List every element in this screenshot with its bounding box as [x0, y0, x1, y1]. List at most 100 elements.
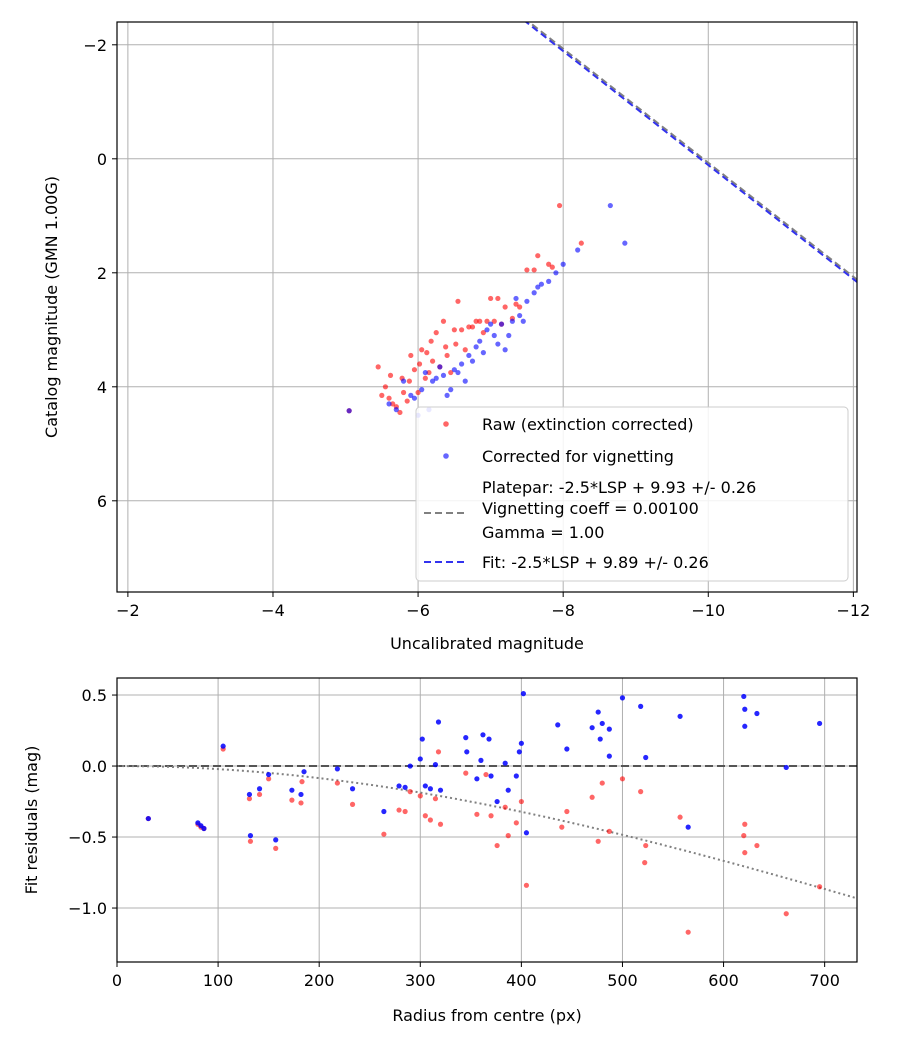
bottom-corrected-point	[783, 764, 789, 771]
bottom-corrected-point	[520, 691, 526, 697]
bottom-raw-point	[494, 842, 500, 849]
bottom-raw-point	[246, 796, 253, 802]
bottom-corrected-point	[480, 732, 486, 738]
top-raw-point	[440, 318, 447, 324]
top-raw-point	[535, 253, 541, 259]
bottom-corrected-point	[518, 740, 524, 746]
top-raw-point	[459, 327, 465, 333]
bottom-corrected-point	[478, 757, 484, 763]
bottom-x-axis-label: Radius from centre (px)	[392, 1006, 581, 1025]
bottom-corrected-point	[564, 746, 570, 752]
bottom-chart-residuals: 0 100 200 300 400 500 600 700 0.5 0.0 −0.5 −1.0 Rad…	[22, 677, 858, 1025]
top-raw-point	[375, 364, 381, 370]
bottom-raw-point	[266, 776, 272, 782]
top-corrected-point	[429, 378, 436, 384]
bottom-corrected-point	[301, 769, 307, 775]
bottom-raw-point	[402, 808, 408, 815]
top-corrected-point	[535, 284, 541, 290]
bottom-corrected-point	[289, 787, 295, 793]
bottom-raw-point	[559, 824, 565, 830]
top-y-axis-label: Catalog magnitude (GMN 1.00G)	[42, 176, 61, 438]
bottom-corrected-point	[220, 743, 226, 749]
top-corrected-point	[393, 407, 399, 413]
bottom-corrected-point	[741, 693, 747, 700]
legend-corrected-label: Corrected for vignetting	[482, 447, 674, 466]
top-scatter-points	[346, 202, 628, 418]
top-corrected-point	[498, 321, 505, 327]
top-y-tick-label: 4	[97, 378, 107, 397]
bottom-x-tick-label: 100	[203, 971, 234, 990]
bottom-corrected-point	[417, 756, 423, 762]
bottom-corrected-point	[589, 725, 595, 731]
bottom-corrected-point	[427, 786, 433, 792]
top-corrected-point	[509, 318, 515, 324]
bottom-corrected-point	[407, 763, 413, 769]
bottom-raw-point	[599, 780, 605, 786]
top-raw-point	[419, 347, 425, 353]
top-corrected-point	[466, 352, 472, 359]
top-raw-point	[382, 384, 389, 390]
top-raw-point	[404, 398, 410, 404]
top-raw-point	[411, 367, 418, 373]
top-raw-point	[379, 392, 385, 398]
legend-vignetting-label: Vignetting coeff = 0.00100	[482, 499, 699, 518]
bottom-raw-point	[488, 813, 494, 819]
top-corrected-point	[520, 318, 526, 324]
top-corrected-point	[440, 372, 447, 378]
bottom-x-tick-label: 0	[112, 971, 122, 990]
bottom-corrected-point	[381, 808, 387, 815]
top-raw-point	[462, 347, 468, 353]
bottom-corrected-point	[256, 786, 263, 792]
bottom-x-tick-label: 600	[708, 971, 739, 990]
bottom-corrected-point	[488, 773, 494, 779]
bottom-corrected-point	[643, 754, 649, 761]
legend-fit-label: Fit: -2.5*LSP + 9.89 +/- 0.26	[482, 553, 709, 572]
bottom-raw-point	[685, 929, 691, 935]
bottom-corrected-point	[349, 786, 356, 792]
top-raw-point	[415, 389, 421, 396]
top-raw-point	[531, 267, 537, 273]
top-corrected-point	[560, 261, 566, 267]
bottom-corrected-point	[402, 784, 408, 790]
bottom-corrected-point	[502, 760, 508, 766]
legend-raw-label: Raw (extinction corrected)	[482, 415, 694, 434]
top-raw-point	[488, 295, 494, 302]
top-corrected-point	[513, 295, 519, 302]
top-fit-lines	[524, 22, 857, 283]
top-corrected-point	[546, 278, 552, 284]
bottom-corrected-point	[396, 783, 402, 789]
bottom-corrected-point	[597, 736, 603, 742]
bottom-corrected-point	[742, 706, 748, 712]
bottom-corrected-point	[742, 723, 748, 729]
bottom-x-tick-label: 700	[809, 971, 840, 990]
top-corrected-point	[575, 247, 581, 253]
top-raw-point	[491, 318, 497, 324]
top-corrected-point	[538, 281, 545, 287]
top-y-tick-label: 2	[97, 264, 107, 283]
top-corrected-point	[444, 392, 450, 398]
top-raw-point	[448, 369, 454, 376]
bottom-y-tick-label: 0.5	[82, 686, 107, 705]
bottom-corrected-point	[606, 753, 612, 759]
bottom-corrected-point	[432, 762, 439, 768]
bottom-raw-point	[589, 794, 595, 800]
top-y-tick-label: 6	[97, 492, 107, 511]
top-raw-point	[406, 378, 412, 384]
top-corrected-point	[480, 350, 486, 356]
bottom-corrected-point	[201, 825, 207, 832]
bottom-x-tick-label: 200	[304, 971, 335, 990]
top-x-tick-label: −10	[691, 601, 725, 620]
bottom-raw-point	[381, 831, 387, 837]
top-corrected-point	[607, 202, 613, 209]
bottom-corrected-point	[247, 833, 254, 839]
bottom-raw-point	[435, 749, 442, 755]
platepar-line	[527, 22, 857, 281]
bottom-corrected-point	[435, 719, 442, 725]
bottom-corrected-point	[599, 720, 605, 727]
top-corrected-point	[469, 358, 476, 364]
bottom-plot-frame	[116, 677, 858, 963]
legend-marker-raw	[443, 421, 449, 427]
bottom-corrected-point	[422, 783, 428, 789]
bottom-scatter-points	[145, 691, 823, 935]
top-corrected-point	[433, 375, 439, 381]
